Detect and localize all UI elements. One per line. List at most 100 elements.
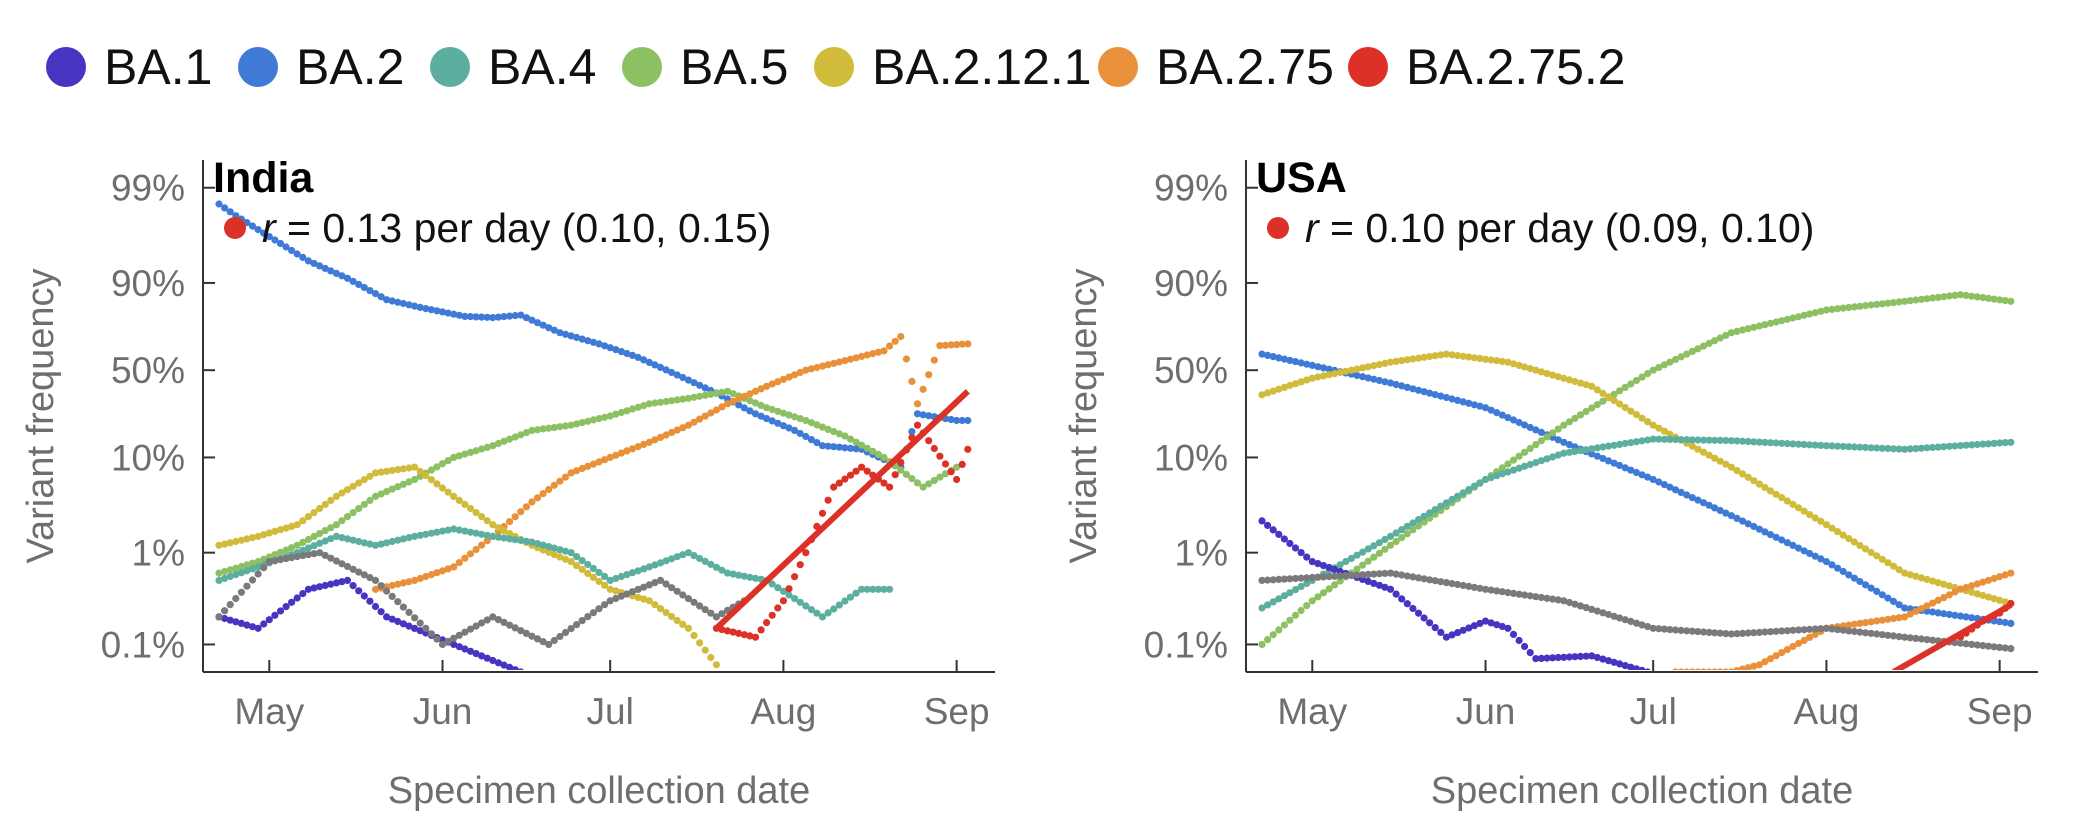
data-point (438, 640, 447, 649)
data-point (388, 615, 396, 623)
data-point (438, 567, 447, 575)
data-point (958, 416, 966, 425)
data-point (584, 569, 592, 578)
data-point (1291, 574, 1300, 583)
data-point (288, 554, 296, 562)
data-point (1929, 443, 1937, 452)
data-point (1392, 570, 1400, 578)
rate-symbol: r (262, 205, 278, 251)
data-point (1448, 495, 1456, 504)
data-point (1386, 379, 1395, 387)
data-point (494, 533, 502, 541)
x-tick-label: Aug (1793, 691, 1859, 732)
data-point (466, 625, 475, 633)
data-point (1398, 595, 1406, 603)
data-point (668, 428, 676, 437)
data-point (913, 479, 922, 487)
data-point (763, 619, 771, 627)
data-point (1521, 363, 1529, 371)
data-point (383, 488, 391, 496)
data-point (1806, 441, 1814, 449)
data-point (1683, 491, 1691, 499)
data-point (1856, 443, 1864, 451)
series-other (1258, 569, 2015, 653)
data-point (1565, 376, 1573, 384)
data-point (1660, 481, 1668, 489)
data-point (1962, 291, 1970, 299)
data-point (1342, 557, 1350, 566)
data-point (634, 567, 642, 575)
data-point (1604, 657, 1613, 665)
data-point (1722, 436, 1730, 445)
data-point (1314, 593, 1322, 601)
data-point (304, 257, 312, 265)
data-point (1901, 445, 1909, 453)
data-point (1264, 576, 1272, 584)
y-tick-label: 50% (1154, 350, 1228, 391)
data-point (1593, 653, 1601, 662)
data-point (1783, 315, 1791, 323)
data-point (550, 636, 558, 645)
data-point (405, 464, 413, 472)
data-point (735, 401, 743, 409)
data-point (1901, 297, 1909, 305)
data-point (813, 363, 821, 372)
data-point (852, 467, 860, 475)
data-point (455, 559, 463, 567)
data-point (1934, 609, 1942, 617)
data-point (958, 460, 966, 468)
data-point (1889, 597, 1898, 606)
data-point (1521, 448, 1529, 456)
data-point (433, 480, 441, 488)
data-point (645, 581, 653, 589)
data-point (791, 595, 799, 603)
data-point (1515, 590, 1523, 598)
data-point (656, 559, 665, 567)
data-point (1571, 600, 1579, 608)
data-point (1867, 618, 1875, 626)
data-point (1386, 585, 1395, 593)
data-point (1666, 435, 1674, 443)
data-point (1716, 457, 1724, 465)
data-point (953, 475, 961, 484)
data-point (316, 504, 324, 513)
data-point (964, 445, 972, 453)
data-point (684, 394, 693, 402)
data-point (606, 412, 614, 420)
data-point (545, 640, 553, 649)
data-point (841, 475, 849, 483)
data-point (1660, 427, 1668, 435)
data-point (1789, 541, 1797, 550)
data-point (399, 603, 407, 611)
data-point (494, 659, 502, 667)
data-point (282, 555, 290, 563)
data-point (248, 222, 257, 230)
data-point (1610, 396, 1618, 405)
data-point (1828, 625, 1836, 633)
data-point (1325, 365, 1333, 373)
data-point (1778, 627, 1786, 635)
data-point (1554, 373, 1562, 381)
data-point (589, 460, 598, 468)
data-point (478, 619, 486, 627)
data-point (679, 424, 687, 432)
data-point (1739, 470, 1747, 478)
data-point (383, 467, 391, 475)
data-point (416, 574, 424, 583)
data-point (1699, 342, 1708, 350)
data-point (1532, 593, 1540, 601)
data-point (556, 423, 564, 431)
data-point (466, 448, 475, 456)
data-point (902, 355, 911, 363)
data-point (444, 637, 452, 646)
data-point (1845, 443, 1853, 451)
data-point (1789, 500, 1797, 508)
data-point (718, 610, 726, 618)
data-point (1828, 561, 1836, 569)
data-point (1414, 516, 1423, 524)
data-point (1940, 443, 1948, 451)
data-point (1627, 466, 1635, 474)
panel-title: India (213, 154, 314, 202)
data-point (1303, 553, 1311, 561)
data-point (221, 574, 229, 583)
